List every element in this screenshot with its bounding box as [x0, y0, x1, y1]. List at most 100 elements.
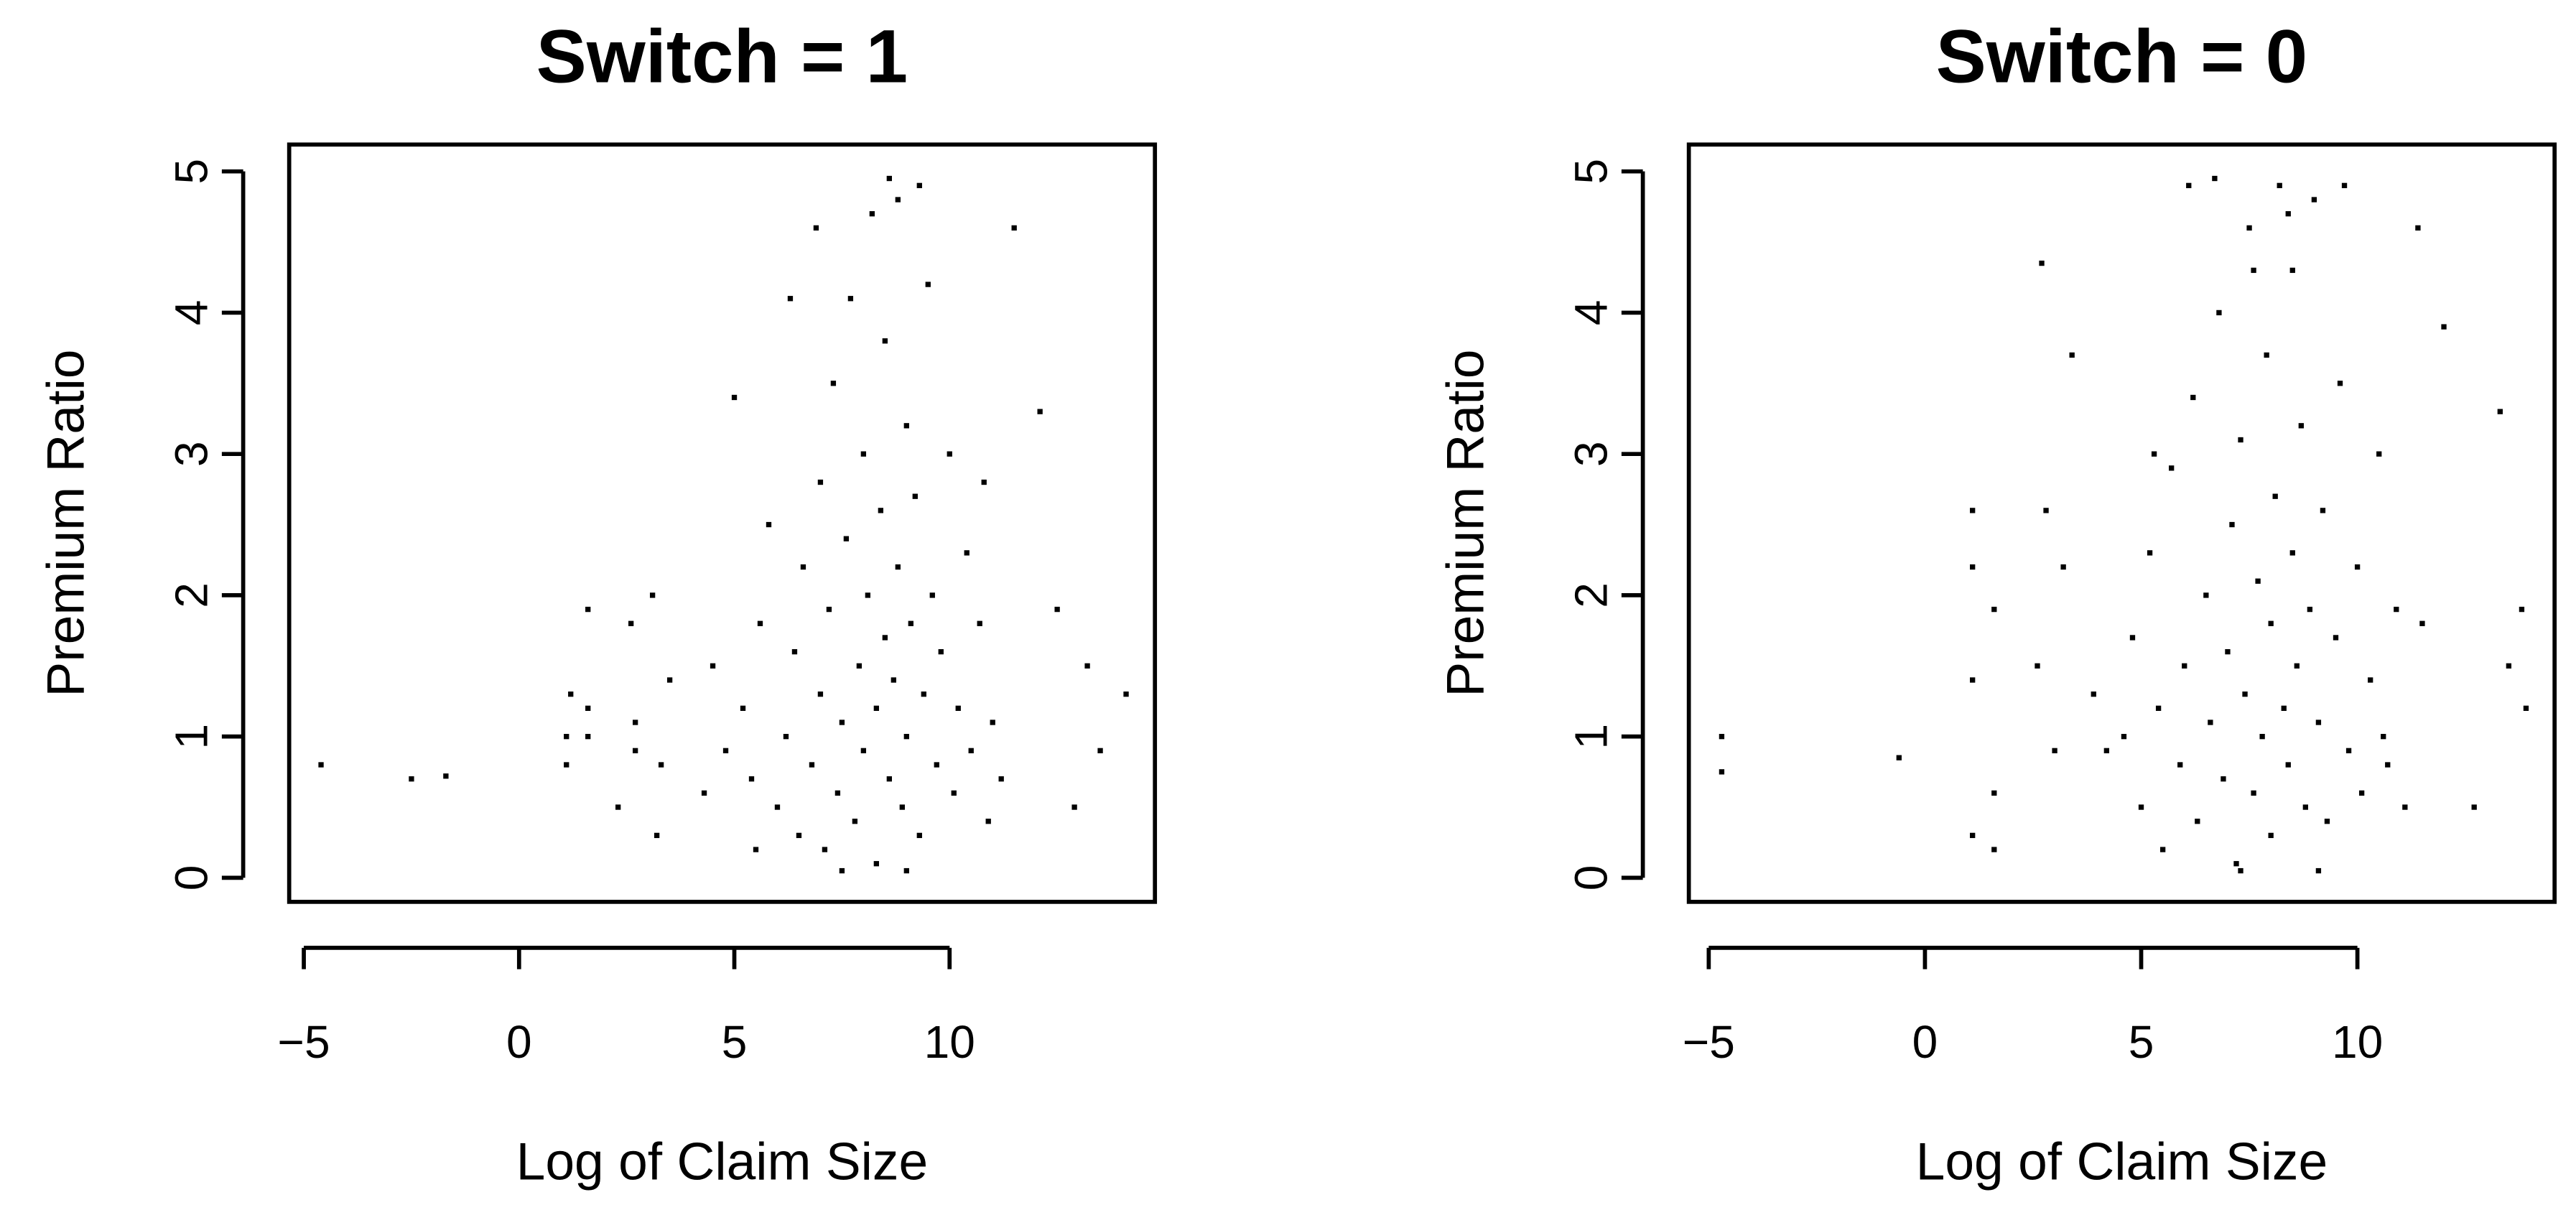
point: [1097, 748, 1103, 754]
point: [748, 776, 755, 782]
chart-title: Switch = 0: [1936, 14, 2308, 98]
point: [2368, 677, 2373, 683]
point: [409, 776, 414, 782]
point: [2302, 804, 2309, 810]
point: [564, 734, 569, 740]
plot-box: [287, 142, 1158, 904]
point: [934, 762, 939, 768]
point: [2268, 620, 2274, 626]
point: [912, 493, 918, 499]
point: [2091, 691, 2096, 697]
point: [951, 790, 957, 796]
point: [2311, 197, 2317, 203]
point: [585, 734, 591, 740]
y-tick-label: 1: [1565, 724, 1617, 750]
point: [568, 691, 574, 697]
point: [903, 423, 909, 429]
point: [860, 451, 867, 457]
point: [998, 776, 1004, 782]
point: [990, 720, 995, 725]
point: [2103, 748, 2110, 754]
point: [632, 748, 638, 754]
point: [809, 762, 815, 768]
point: [2186, 182, 2192, 189]
point: [869, 211, 875, 217]
plot-box: [1686, 142, 2557, 904]
point: [2294, 663, 2300, 669]
point: [895, 564, 901, 570]
point: [2285, 211, 2291, 217]
point: [964, 550, 970, 556]
x-tick-label: 10: [2332, 1016, 2383, 1068]
point: [2519, 606, 2525, 613]
point: [2190, 394, 2196, 401]
point: [615, 804, 621, 810]
x-tick-label: −5: [1683, 1016, 1735, 1068]
point: [2255, 578, 2261, 584]
point: [1719, 769, 1725, 775]
y-tick-label: 5: [165, 159, 217, 185]
point: [886, 776, 892, 782]
point: [2203, 592, 2209, 598]
point: [2212, 175, 2218, 182]
point: [1991, 606, 1997, 613]
point: [1071, 804, 1077, 810]
point: [895, 197, 901, 203]
point: [929, 592, 935, 598]
point: [2238, 867, 2243, 874]
point: [2043, 508, 2049, 513]
point: [899, 804, 905, 810]
point: [585, 606, 591, 613]
point: [882, 635, 888, 641]
point: [968, 748, 974, 754]
point: [2285, 762, 2291, 768]
point: [796, 832, 802, 839]
x-tick-label: 10: [924, 1016, 975, 1068]
point: [2177, 762, 2183, 768]
x-tick-label: 5: [2129, 1016, 2154, 1068]
point: [2471, 804, 2477, 810]
point: [2441, 324, 2447, 330]
point: [1991, 847, 1997, 852]
point: [839, 720, 845, 725]
point: [830, 381, 837, 386]
point: [817, 691, 824, 697]
point: [791, 648, 798, 655]
point: [2324, 819, 2330, 824]
point: [2039, 260, 2045, 266]
point: [947, 451, 952, 457]
point: [955, 705, 961, 711]
point: [839, 867, 845, 874]
point: [891, 677, 896, 683]
point: [2394, 606, 2399, 613]
point: [873, 705, 880, 711]
point: [852, 819, 858, 824]
point: [1970, 832, 1976, 839]
point: [1123, 691, 1129, 697]
point: [2264, 352, 2269, 358]
point: [2298, 423, 2304, 429]
point: [2345, 748, 2352, 754]
point: [443, 773, 449, 779]
point: [903, 734, 909, 740]
point: [813, 225, 819, 231]
point: [1011, 225, 1017, 231]
point: [2277, 182, 2282, 189]
x-tick-label: 0: [1912, 1016, 1938, 1068]
point: [916, 182, 922, 189]
point: [903, 867, 909, 874]
point: [826, 606, 832, 613]
point: [2385, 762, 2391, 768]
x-axis-label: Log of Claim Size: [516, 1132, 929, 1191]
point: [2506, 663, 2512, 669]
point: [916, 832, 922, 839]
point: [632, 720, 638, 725]
point: [710, 663, 716, 669]
point: [1084, 663, 1090, 669]
point: [654, 832, 660, 839]
point: [649, 592, 656, 598]
point: [878, 508, 884, 513]
point: [925, 281, 931, 287]
